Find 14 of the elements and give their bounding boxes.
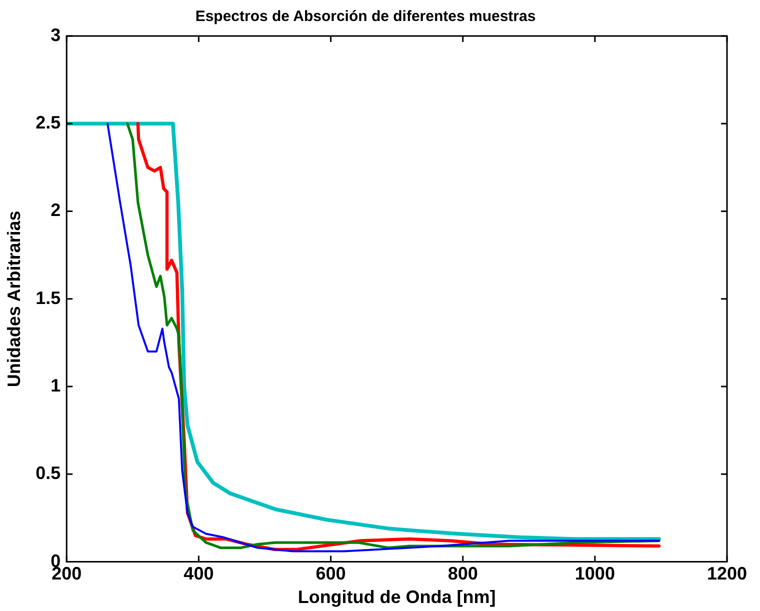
y-tick-label: 2.5 [36,112,61,133]
y-tick-label: 2 [50,200,61,220]
x-tick-label: 1200 [706,564,748,584]
chart-title: Espectros de Absorción de diferentes muestras [195,8,536,26]
x-tick-label: 1000 [574,564,615,584]
y-tick-label: 1.5 [36,288,61,308]
y-tick-label: 1 [50,376,61,396]
y-tick-label: 0.5 [36,463,61,484]
x-tick-label: 800 [448,564,478,584]
y-tick-label: 3 [50,24,61,45]
x-tick-label: 600 [316,564,346,584]
x-axis-title: Longitud de Onda [nm] [298,587,496,608]
y-axis-title: Unidades Arbitrarias [4,210,24,388]
x-tick-label: 400 [184,564,214,584]
